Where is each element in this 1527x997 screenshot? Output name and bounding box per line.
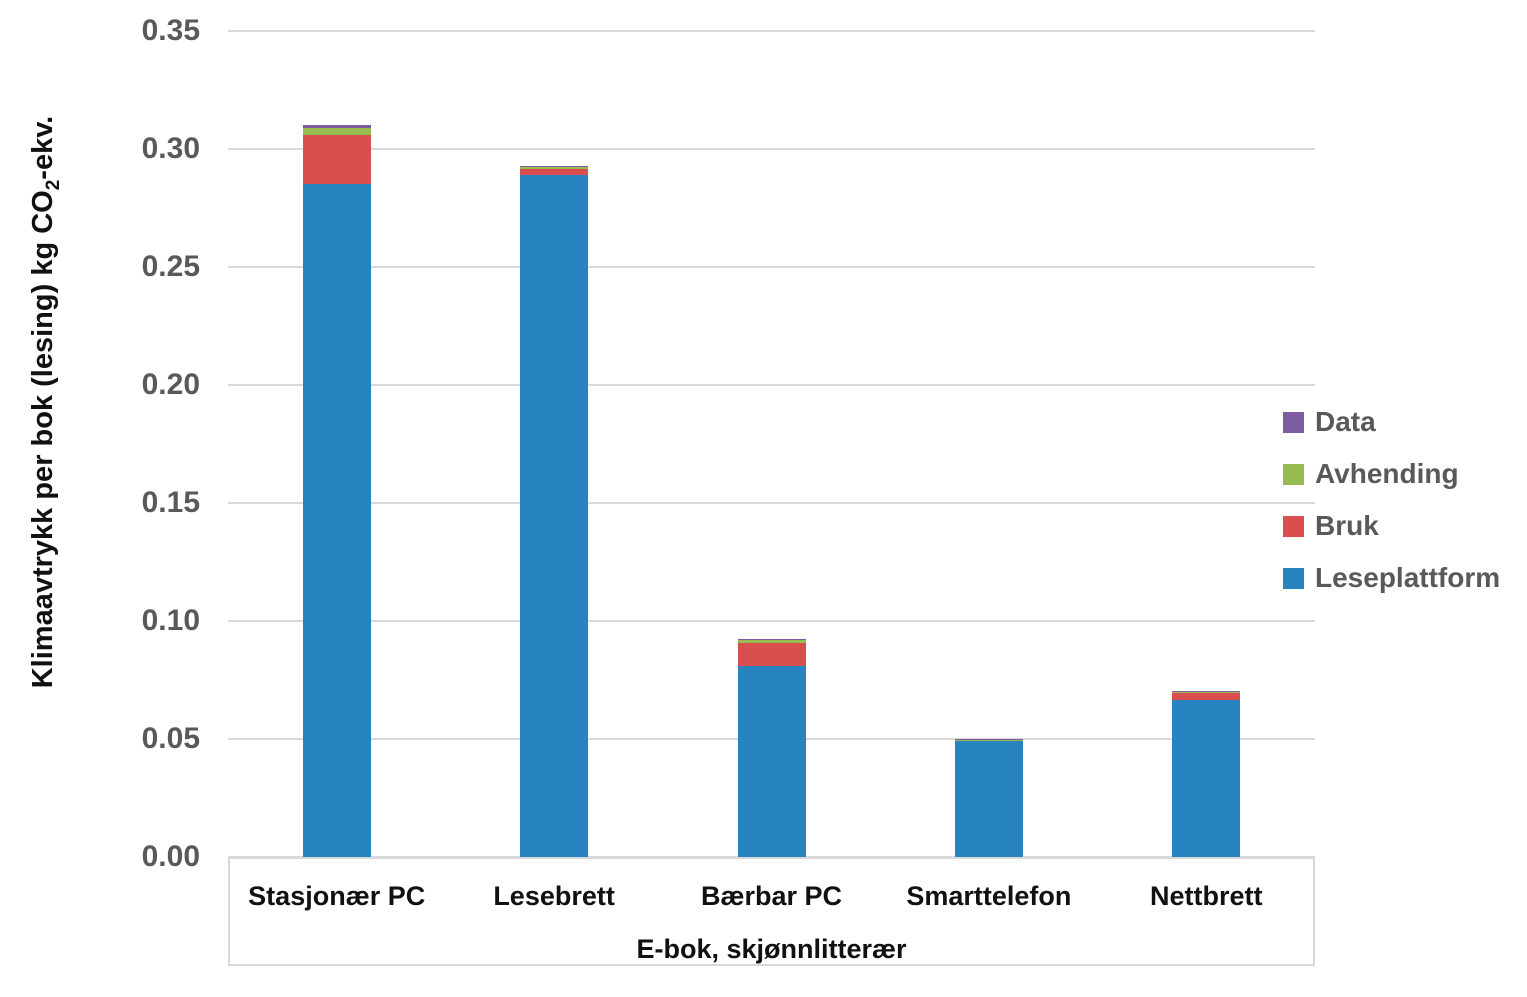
y-gridline (228, 30, 1315, 32)
bar-segment-data (520, 165, 589, 167)
legend-label: Bruk (1315, 510, 1379, 541)
bar-segment-leseplattform (520, 174, 589, 857)
x-category-label: Stasjonær PC (248, 881, 426, 911)
y-tick-label: 0.15 (141, 486, 200, 519)
bar-segment-bruk (737, 643, 806, 666)
bar-segment-avhending (520, 166, 589, 170)
bar-segment-data (1172, 690, 1241, 692)
x-category-label: Bærbar PC (700, 881, 843, 911)
x-category-label: Lesebrett (493, 881, 615, 911)
bar-segment-bruk (520, 169, 589, 175)
y-tick-label: 0.25 (141, 250, 200, 283)
y-axis-title-text: Klimaavtrykk per bok (lesing) kg CO (27, 190, 59, 689)
bar-segment-bruk (1172, 692, 1241, 701)
legend-swatch-avhending (1283, 463, 1304, 485)
x-axis-title: E-bok, skjønnlitterær (636, 934, 907, 964)
legend-swatch-bruk (1283, 515, 1304, 537)
y-gridline (228, 502, 1315, 504)
legend-label: Data (1315, 406, 1376, 437)
legend-item-leseplattform: Leseplattform (1283, 552, 1500, 604)
y-gridline (228, 620, 1315, 622)
y-gridline (228, 384, 1315, 386)
y-tick-label: 0.20 (141, 368, 200, 401)
bar-segment-avhending (1172, 691, 1241, 693)
legend-swatch-data (1283, 411, 1304, 433)
y-axis-title-suffix: -ekv. (27, 115, 59, 180)
bar-segment-leseplattform (737, 665, 806, 857)
y-tick-label: 0.35 (141, 14, 200, 47)
legend-label: Leseplattform (1315, 562, 1501, 593)
y-axis-title-subscript: 2 (43, 179, 64, 191)
bar-segment-bruk (302, 134, 371, 185)
legend-label: Avhending (1315, 458, 1459, 489)
x-category-label: Nettbrett (1150, 881, 1263, 911)
y-gridline (228, 266, 1315, 268)
y-tick-label: 0.10 (141, 604, 200, 637)
legend-swatch-leseplattform (1283, 567, 1304, 589)
bar-segment-leseplattform (302, 184, 371, 857)
legend-item-bruk: Bruk (1283, 500, 1500, 552)
y-axis-title: Klimaavtrykk per bok (lesing) kg CO2-ekv… (23, 2, 64, 802)
bar-segment-leseplattform (1172, 700, 1241, 857)
legend-item-avhending: Avhending (1283, 448, 1500, 500)
bar-segment-avhending (737, 639, 806, 644)
x-category-label: Smarttelefon (906, 881, 1072, 911)
bar-segment-data (302, 125, 371, 128)
y-gridline (228, 856, 1315, 858)
legend: Data Avhending Bruk Leseplattform (1283, 396, 1500, 604)
legend-item-data: Data (1283, 396, 1500, 448)
bar-segment-bruk (954, 740, 1023, 742)
y-tick-label: 0.30 (141, 132, 200, 165)
bar-segment-leseplattform (954, 741, 1023, 857)
bar-segment-avhending (302, 127, 371, 135)
x-axis-label-box (228, 857, 1315, 966)
y-tick-label: 0.05 (141, 722, 200, 755)
y-gridline (228, 148, 1315, 150)
y-tick-label: 0.00 (141, 840, 200, 873)
bar-segment-data (737, 638, 806, 640)
